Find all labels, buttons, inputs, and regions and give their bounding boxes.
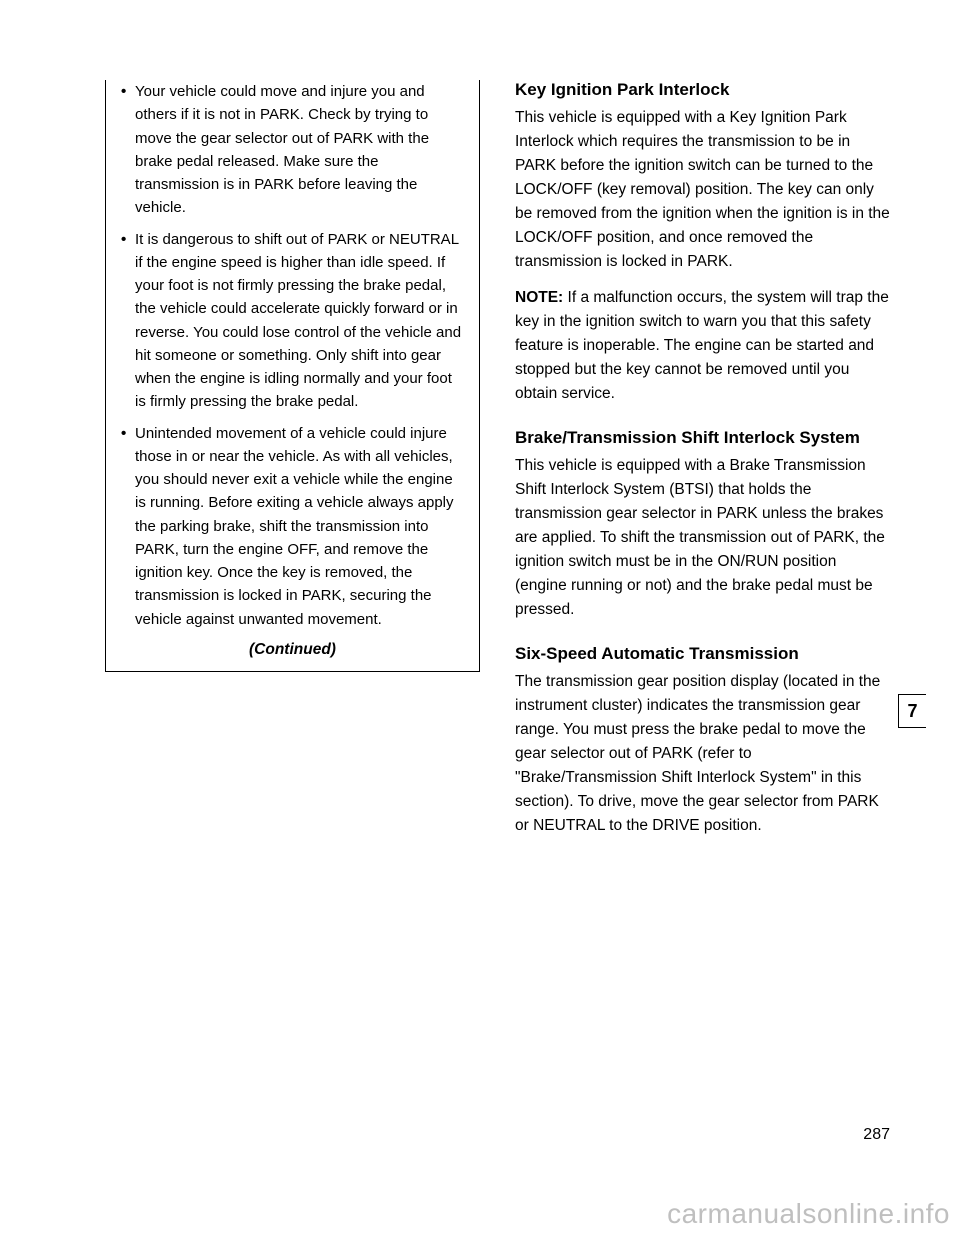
warning-item: Unintended movement of a vehicle could i…	[121, 422, 464, 631]
warning-item: It is dangerous to shift out of PARK or …	[121, 228, 464, 414]
heading-btsi: Brake/Transmission Shift Interlock Syste…	[515, 428, 890, 448]
heading-six-speed: Six-Speed Automatic Transmission	[515, 644, 890, 664]
warning-list: Your vehicle could move and injure you a…	[121, 80, 464, 631]
warning-box: Your vehicle could move and injure you a…	[105, 80, 480, 672]
paragraph: The transmission gear position display (…	[515, 670, 890, 838]
note-body: If a malfunction occurs, the system will…	[515, 289, 889, 402]
heading-key-ignition: Key Ignition Park Interlock	[515, 80, 890, 100]
page-number: 287	[863, 1126, 890, 1144]
page-container: Your vehicle could move and injure you a…	[0, 0, 960, 1242]
note-paragraph: NOTE: If a malfunction occurs, the syste…	[515, 286, 890, 406]
left-column: Your vehicle could move and injure you a…	[105, 80, 480, 850]
note-label: NOTE:	[515, 289, 563, 306]
content-columns: Your vehicle could move and injure you a…	[105, 80, 890, 850]
warning-continued-label: (Continued)	[121, 641, 464, 659]
paragraph: This vehicle is equipped with a Brake Tr…	[515, 454, 890, 622]
watermark: carmanualsonline.info	[667, 1198, 950, 1230]
section-tab: 7	[898, 694, 926, 728]
warning-item: Your vehicle could move and injure you a…	[121, 80, 464, 220]
right-column: Key Ignition Park Interlock This vehicle…	[515, 80, 890, 850]
paragraph: This vehicle is equipped with a Key Igni…	[515, 106, 890, 274]
